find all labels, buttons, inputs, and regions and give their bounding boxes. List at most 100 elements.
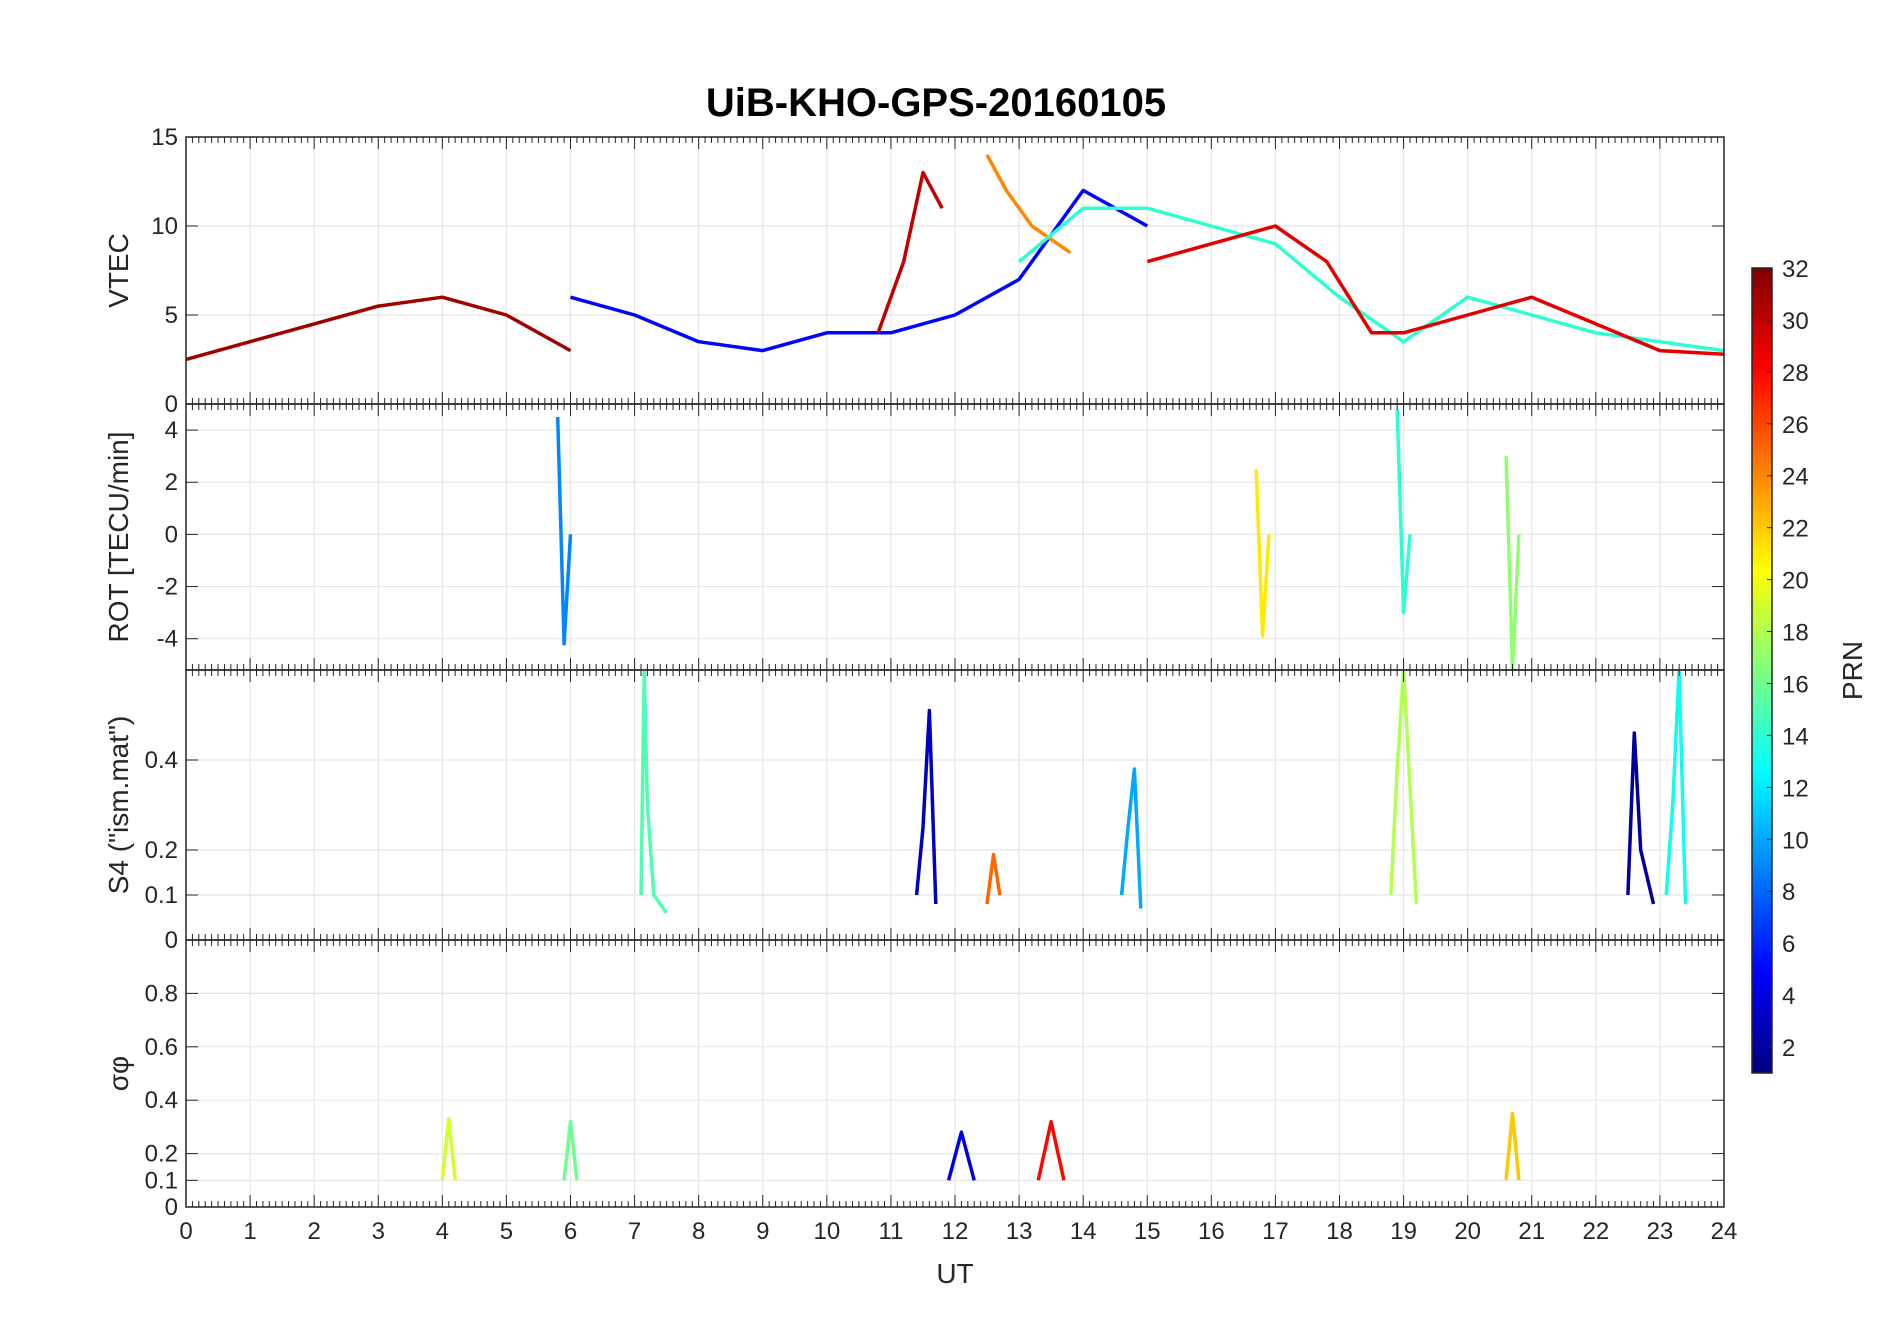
series-prn-29 (1146, 224, 1724, 356)
grid (185, 136, 1725, 405)
x-tick-label: 9 (756, 1218, 769, 1245)
panel-rot: -4 -2 0 2 4 ROT [TECU/min] (103, 403, 1725, 671)
x-tick-label: 22 (1582, 1218, 1609, 1245)
colorbar-tick-label: 2 (1782, 1035, 1795, 1062)
x-tick-label: 13 (1006, 1218, 1033, 1245)
y-tick-label: 0.4 (145, 747, 178, 774)
x-tick-label: 16 (1198, 1218, 1225, 1245)
y-tick-label: 0.8 (145, 980, 178, 1007)
series-prn-28 (1036, 1119, 1066, 1181)
series-prn-9 (555, 416, 573, 646)
colorbar-tick-label: 6 (1782, 931, 1795, 958)
y-tick-label: 0.1 (145, 1167, 178, 1194)
y-axis-label: σφ (103, 1056, 134, 1091)
x-ticks (185, 136, 1725, 405)
colorbar-gradient (1752, 268, 1772, 1073)
y-tick-label: 0.2 (145, 837, 178, 864)
series-prn-2 (1626, 731, 1656, 905)
x-tick-label: 24 (1711, 1218, 1738, 1245)
x-tick-label: 14 (1070, 1218, 1097, 1245)
colorbar-tick-label: 22 (1782, 516, 1809, 543)
series-prn-14 (1395, 409, 1412, 615)
x-tick-label: 18 (1326, 1218, 1353, 1245)
x-tick-label: 19 (1390, 1218, 1417, 1245)
traces (555, 409, 1521, 670)
x-ticks (185, 940, 1725, 1208)
colorbar-tick-label: 16 (1782, 671, 1809, 698)
series-prn-19 (440, 1117, 457, 1181)
series-prn-10 (1119, 767, 1143, 909)
series-prn-24 (985, 153, 1072, 255)
y-tick-label: 0 (165, 927, 178, 954)
x-tick-label: 6 (564, 1218, 577, 1245)
y-tick-label: 0 (165, 391, 178, 418)
series-prn-21 (1254, 469, 1271, 638)
x-tick-label: 7 (628, 1218, 641, 1245)
traces (639, 670, 1688, 915)
panel-vtec: 0 5 10 15 VTEC (103, 124, 1725, 418)
series-prn-17 (1504, 456, 1521, 670)
series-prn-15 (639, 670, 669, 915)
colorbar-label: PRN (1837, 641, 1868, 700)
colorbar-tick-label: 14 (1782, 723, 1809, 750)
y-tick-label: 0 (165, 521, 178, 548)
colorbar-tick-label: 4 (1782, 983, 1795, 1010)
colorbar-tick-label: 24 (1782, 464, 1809, 491)
panel-s4: 0 0.1 0.2 0.4 S4 ("ism.mat") (103, 669, 1725, 954)
y-tick-label: 0.2 (145, 1141, 178, 1168)
colorbar-tick-label: 20 (1782, 568, 1809, 595)
series-prn-14 (1017, 206, 1724, 353)
x-tick-label: 15 (1134, 1218, 1161, 1245)
x-tick-label: 17 (1262, 1218, 1289, 1245)
x-tick-label: 10 (813, 1218, 840, 1245)
colorbar-tick-label: 12 (1782, 775, 1809, 802)
x-tick-label: 12 (942, 1218, 969, 1245)
traces (186, 153, 1724, 362)
y-axis-label: VTEC (103, 233, 134, 308)
x-ticks (185, 404, 1725, 670)
x-tick-label: 11 (878, 1218, 903, 1245)
colorbar-tick-label: 26 (1782, 412, 1809, 439)
y-tick-label: 0.6 (145, 1034, 178, 1061)
series-prn-13 (1664, 670, 1688, 905)
grid (185, 404, 1725, 670)
x-tick-label: 21 (1518, 1218, 1545, 1245)
colorbar-tick-label: 30 (1782, 308, 1809, 335)
x-tick-label: 0 (179, 1218, 192, 1245)
series-prn-4 (946, 1130, 976, 1181)
y-tick-label: 5 (165, 302, 178, 329)
series-prn-30 (876, 170, 944, 334)
y-tick-label: -4 (157, 626, 178, 653)
y-tick-label: 0 (165, 1194, 178, 1221)
colorbar-tick-label: 10 (1782, 827, 1809, 854)
y-tick-label: 0.4 (145, 1087, 178, 1114)
series-prn-22 (1504, 1111, 1521, 1181)
y-tick-label: -2 (157, 574, 178, 601)
x-tick-label: 5 (500, 1218, 513, 1245)
x-tick-label: 3 (372, 1218, 385, 1245)
y-axis-label: S4 ("ism.mat") (103, 716, 134, 895)
colorbar-tick-label: 8 (1782, 879, 1795, 906)
y-tick-label: 2 (165, 469, 178, 496)
x-tick-label: 23 (1647, 1218, 1674, 1245)
grid (185, 940, 1725, 1208)
series-prn-31 (186, 295, 572, 362)
chart-title: UiB-KHO-GPS-20160105 (706, 81, 1166, 125)
colorbar-tick-label: 28 (1782, 360, 1809, 387)
grid (185, 670, 1725, 941)
y-tick-label: 15 (151, 124, 178, 151)
x-tick-label: 20 (1454, 1218, 1481, 1245)
series-prn-25 (985, 852, 1002, 905)
y-tick-label: 10 (151, 213, 178, 240)
series-prn-18 (1389, 670, 1419, 905)
x-axis-label: UT (936, 1258, 973, 1289)
series-prn-5 (570, 188, 1149, 353)
x-tick-label: 4 (436, 1218, 449, 1245)
x-tick-label: 2 (307, 1218, 320, 1245)
y-axis-label: ROT [TECU/min] (103, 431, 134, 642)
traces (440, 1111, 1521, 1181)
